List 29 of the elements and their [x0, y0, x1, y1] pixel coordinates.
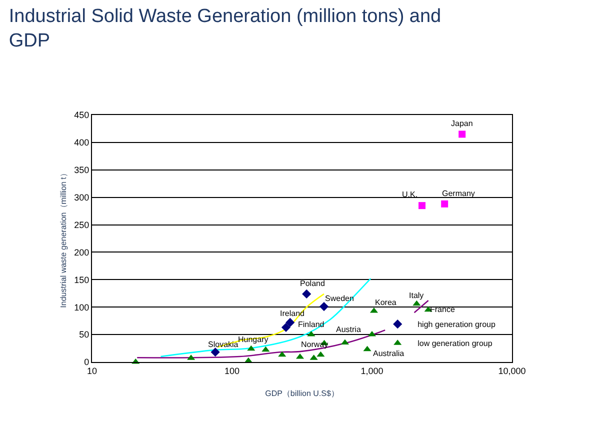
y-tick-label: 250 [74, 220, 90, 230]
y-tick-label: 50 [79, 330, 90, 340]
annotation: Australia [373, 349, 405, 358]
annotation: Norway [301, 340, 328, 349]
y-tick-label: 150 [74, 274, 90, 285]
annotation: Germany [442, 189, 475, 198]
chart-title: Industrial Solid Waste Generation (million tons) and GDP [8, 6, 442, 52]
y-tick-label: 300 [74, 192, 90, 202]
legend-label: high generation group [418, 320, 496, 330]
annotation: Austria [336, 325, 362, 334]
x-tick-label: 10,000 [498, 366, 526, 376]
y-tick-label: 450 [74, 110, 90, 120]
y-tick-label: 400 [74, 138, 90, 148]
annotation: Italy [409, 291, 424, 300]
x-axis-title: GDP（billion U.S$） [265, 388, 339, 398]
y-tick-label: 100 [74, 302, 90, 312]
annotation: U.K. [402, 190, 418, 199]
annotation: Poland [300, 279, 325, 288]
annotation: Finland [298, 320, 324, 329]
x-tick-label: 1,000 [360, 366, 384, 376]
legend-label: low generation group [418, 339, 493, 348]
annotation: Korea [375, 298, 397, 307]
y-tick-label: 0 [84, 357, 90, 368]
annotation: Japan [451, 119, 473, 128]
y-tick-label: 200 [74, 247, 90, 258]
x-tick-label: 10 [86, 366, 98, 376]
y-tick-label: 350 [74, 165, 90, 176]
x-tick-label: 100 [224, 366, 240, 376]
y-axis-title: Industrial waste generation（million t） [58, 169, 68, 308]
